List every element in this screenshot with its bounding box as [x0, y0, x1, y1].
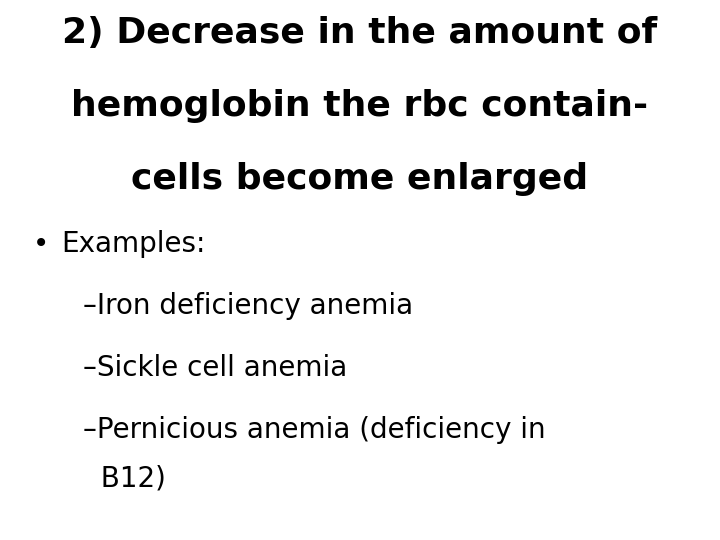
Text: cells become enlarged: cells become enlarged: [132, 162, 588, 196]
Text: –Pernicious anemia (deficiency in: –Pernicious anemia (deficiency in: [83, 416, 546, 444]
Text: B12): B12): [83, 464, 166, 492]
Text: •: •: [32, 230, 49, 258]
Text: 2) Decrease in the amount of: 2) Decrease in the amount of: [63, 16, 657, 50]
Text: –Sickle cell anemia: –Sickle cell anemia: [83, 354, 347, 382]
Text: –Iron deficiency anemia: –Iron deficiency anemia: [83, 292, 413, 320]
Text: Examples:: Examples:: [61, 230, 206, 258]
Text: hemoglobin the rbc contain-: hemoglobin the rbc contain-: [71, 89, 649, 123]
